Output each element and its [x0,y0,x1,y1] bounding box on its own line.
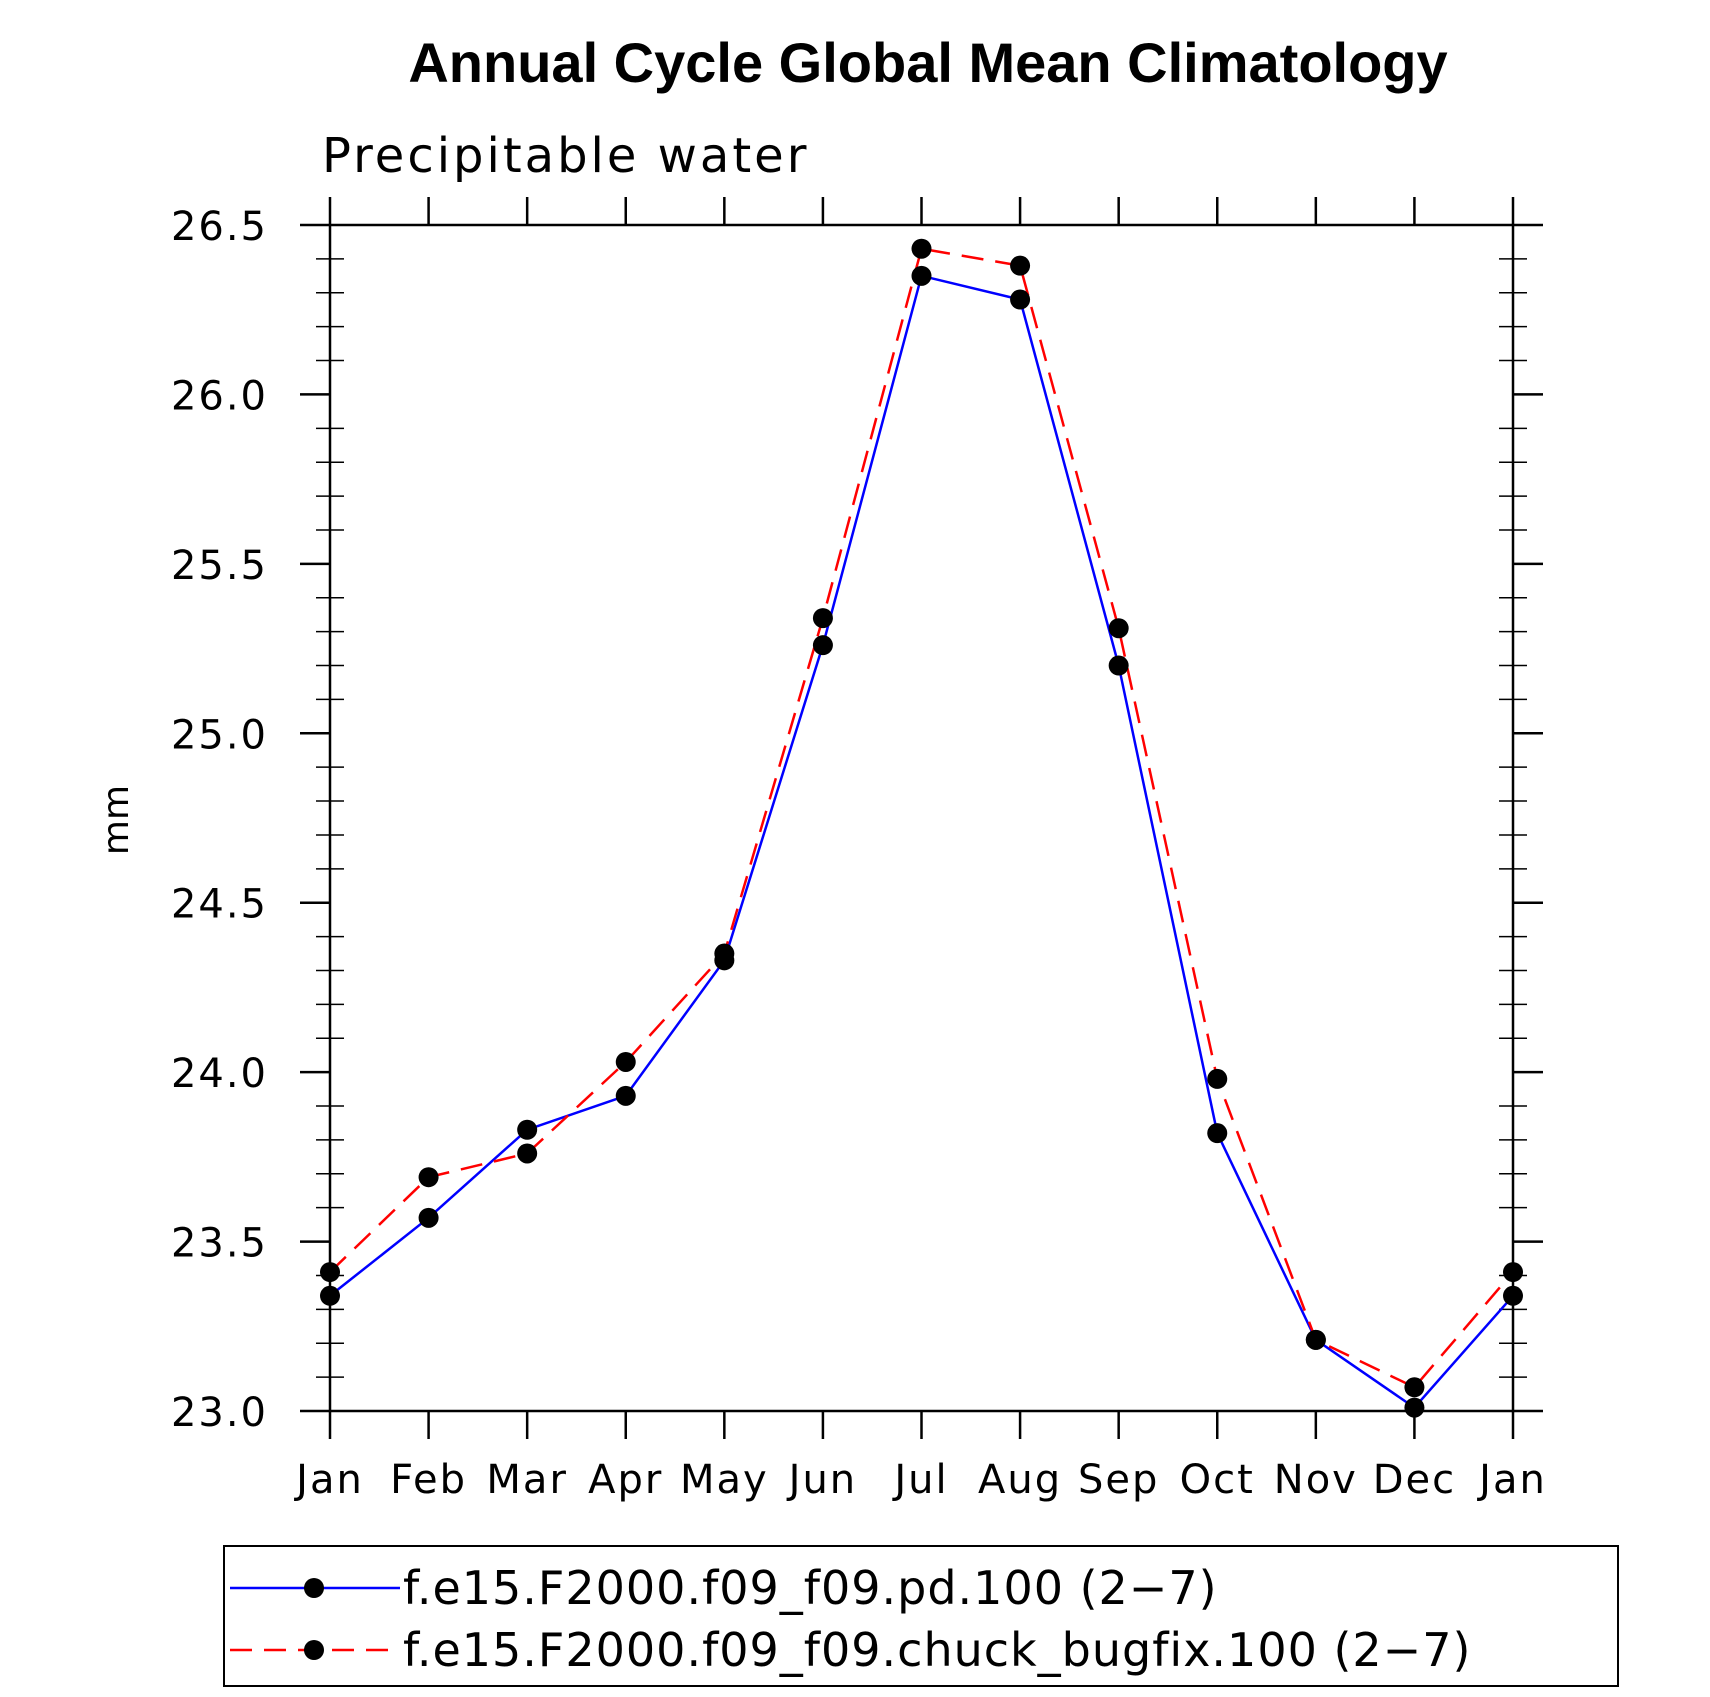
series-line-1 [329,274,1514,1410]
chart-subtitle: Precipitable water [322,128,809,184]
x-tick-label: Feb [390,1457,467,1503]
series-1-point [812,635,833,656]
series-2-point [1108,618,1129,639]
y-tick-label: 26.5 [171,204,268,250]
y-tick-label: 25.0 [171,712,268,758]
series-line-2 [329,247,1514,1389]
x-tick-label: Jan [1476,1457,1547,1503]
series-1-point [320,1285,340,1306]
legend-label-2: f.e15.F2000.f09_f09.chuck_bugfix.100 (2−… [403,1623,1471,1677]
series-2-point [1207,1068,1228,1089]
series-2-point [911,238,932,259]
series-1-point [1503,1285,1523,1306]
x-tick-label: Jan [293,1457,364,1503]
series-2-point [320,1262,340,1283]
series-1-point [911,265,932,286]
x-tick-label: Aug [978,1457,1062,1503]
series-1-point [1404,1397,1425,1418]
legend-marker-2 [304,1640,324,1660]
series-2-point [1305,1329,1326,1350]
series-2-point [1404,1377,1425,1398]
series-1-point [418,1207,439,1228]
y-tick-label: 24.0 [171,1051,268,1097]
series-1-point [517,1119,538,1140]
x-tick-label: May [680,1457,769,1503]
series-2-point [517,1143,538,1164]
series-1-point [1207,1123,1228,1144]
chart-title: Annual Cycle Global Mean Climatology [408,31,1447,94]
series-2-point [615,1051,636,1072]
y-tick-label: 23.0 [171,1390,268,1436]
major-ticks [300,197,1543,1439]
x-tick-label: Nov [1274,1457,1358,1503]
series-2-point [418,1167,439,1188]
y-axis-label: mm [96,785,137,855]
x-tick-label: Dec [1373,1457,1456,1503]
y-tick-labels: 23.0 23.5 24.0 24.5 25.0 25.5 26.0 26.5 [171,204,268,1436]
y-tick-label: 23.5 [171,1221,268,1267]
legend-box [223,1545,1619,1687]
series-1-point [1108,655,1129,676]
legend-label-1: f.e15.F2000.f09_f09.pd.100 (2−7) [403,1561,1218,1615]
plot-frame [328,223,1515,1413]
x-tick-label: Jul [891,1457,948,1503]
x-tick-label: Jun [786,1457,858,1503]
x-tick-label: Sep [1078,1457,1159,1503]
series-layer [320,238,1523,1418]
series-1-point [1010,289,1031,310]
y-tick-label: 25.5 [171,543,268,589]
minor-ticks [316,258,1527,1378]
x-tick-label: Oct [1180,1457,1255,1503]
series-2-point [1010,255,1031,276]
x-tick-label: Mar [486,1457,567,1503]
legend: f.e15.F2000.f09_f09.pd.100 (2−7) f.e15.F2… [230,1561,1471,1677]
y-tick-label: 24.5 [171,882,268,928]
series-1-point [615,1085,636,1106]
series-2-point [812,608,833,629]
series-2-point [714,943,735,964]
series-2-point [1503,1262,1523,1283]
x-tick-label: Apr [588,1457,663,1503]
legend-marker-1 [304,1578,324,1598]
x-tick-labels: Jan Feb Mar Apr May Jun Jul Aug Sep Oct Nov Dec Jan [293,1457,1547,1503]
y-tick-label: 26.0 [171,373,268,419]
